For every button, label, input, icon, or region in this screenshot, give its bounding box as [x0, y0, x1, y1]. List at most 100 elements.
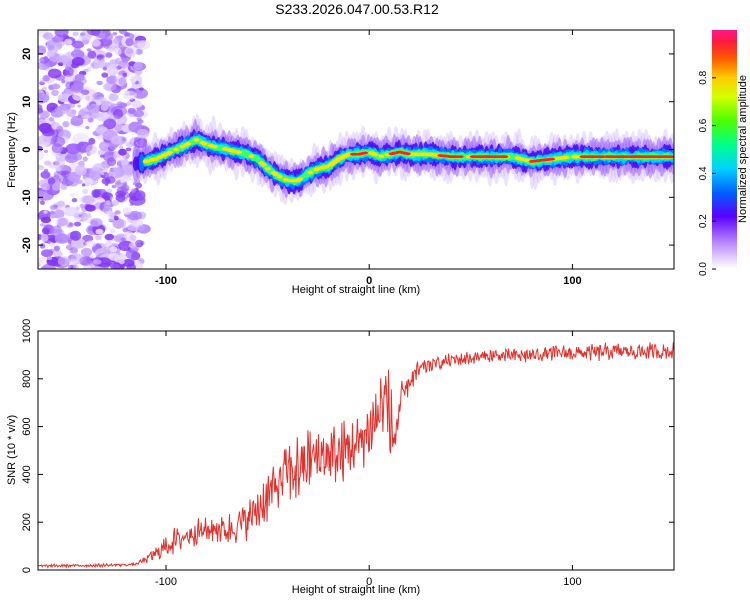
noise-blob	[125, 141, 135, 147]
noise-blob	[38, 45, 47, 56]
noise-blob	[111, 184, 117, 189]
noise-blob	[42, 75, 50, 82]
noise-blob	[106, 210, 115, 218]
ridge-core	[173, 147, 180, 152]
noise-blob	[39, 223, 46, 227]
noise-blob	[127, 210, 143, 221]
bottom-x-tick-label: -100	[155, 576, 177, 588]
bottom-y-tick-label: 800	[21, 370, 33, 388]
noise-blob	[122, 90, 137, 100]
noise-blob	[83, 114, 91, 119]
noise-blob	[38, 61, 50, 71]
noise-blob	[96, 80, 104, 86]
noise-blob	[137, 224, 146, 232]
noise-blob	[112, 32, 118, 36]
noise-blob	[82, 188, 89, 195]
noise-blob	[38, 108, 44, 114]
ridge-core	[152, 157, 159, 161]
noise-blob	[72, 92, 84, 101]
noise-blob	[64, 153, 79, 164]
spectrogram-heatmap	[38, 30, 674, 269]
noise-blob	[58, 93, 72, 103]
noise-blob	[71, 197, 78, 203]
bottom-x-tick-label: 100	[563, 576, 581, 588]
ridge-core	[193, 138, 200, 142]
noise-blob	[48, 116, 55, 122]
noise-blob	[102, 151, 117, 162]
noise-blob	[87, 50, 97, 59]
noise-blob	[128, 242, 137, 249]
ridge-core	[272, 172, 279, 177]
noise-blob	[119, 145, 124, 150]
noise-blob	[39, 56, 50, 64]
noise-blob	[119, 164, 135, 176]
bottom-y-tick-label: 200	[21, 513, 33, 531]
noise-blob	[43, 149, 49, 153]
noise-blob	[125, 37, 134, 47]
noise-blob	[94, 234, 102, 241]
noise-blob	[68, 172, 80, 182]
noise-blob	[70, 83, 84, 94]
noise-blob	[92, 259, 102, 265]
noise-blob	[51, 89, 59, 97]
noise-blob	[85, 125, 90, 130]
noise-blob	[135, 48, 143, 55]
noise-blob	[131, 100, 143, 109]
noise-blob	[47, 234, 57, 242]
noise-blob	[38, 164, 45, 171]
ridge-core	[264, 166, 271, 171]
ridge-peak	[457, 155, 464, 159]
ridge-peak	[549, 157, 556, 161]
noise-blob	[40, 171, 51, 179]
noise-blob	[71, 40, 85, 49]
bottom-x-tick-label: 0	[366, 576, 372, 588]
noise-blob	[125, 48, 134, 55]
noise-blob	[137, 40, 151, 50]
noise-blob	[64, 38, 73, 46]
noise-blob	[138, 87, 144, 91]
noise-blob	[125, 218, 132, 223]
noise-blob	[52, 136, 66, 147]
noise-blob	[133, 62, 143, 71]
colorbar-ticks: 0.0 0.2 0.4 0.6 0.8	[698, 70, 716, 276]
ridge-core	[563, 155, 570, 160]
noise-blob	[122, 72, 128, 78]
top-y-tick-label: 10	[21, 96, 33, 108]
noise-blob	[85, 95, 91, 101]
noise-blob	[46, 50, 55, 57]
noise-blob	[38, 214, 42, 220]
noise-blob	[58, 62, 64, 67]
noise-blob	[54, 233, 70, 244]
bottom-y-tick-label: 1000	[21, 319, 33, 343]
colorbar-label: Normalized spectral amplitude	[737, 75, 749, 223]
noise-blob	[105, 52, 113, 58]
noise-blob	[42, 141, 51, 148]
noise-blob	[122, 258, 135, 267]
ridge-core	[236, 150, 243, 155]
ridge-core	[201, 141, 208, 146]
noise-blob	[129, 234, 137, 241]
noise-blob	[66, 108, 77, 118]
snr-plot-area	[38, 342, 674, 569]
ridge-core	[211, 144, 218, 149]
ridge-core	[297, 177, 304, 181]
noise-blob	[104, 241, 113, 247]
noise-blob	[49, 242, 56, 247]
noise-blob	[105, 200, 111, 205]
bottom-plot-frame	[37, 330, 675, 571]
noise-blob	[81, 183, 86, 187]
noise-blob	[113, 109, 124, 119]
noise-blob	[41, 265, 48, 269]
noise-blob	[54, 105, 69, 115]
noise-blob	[43, 168, 49, 173]
ridge-peak	[404, 152, 411, 156]
noise-blob	[136, 128, 150, 139]
top-x-axis-label: Height of straight line (km)	[292, 284, 420, 296]
ridge-core	[185, 141, 192, 146]
noise-blob	[74, 73, 85, 82]
noise-blob	[40, 200, 45, 205]
noise-blob	[134, 239, 144, 248]
noise-blob	[126, 101, 132, 107]
colorbar-tick-label: 0.6	[698, 118, 709, 132]
